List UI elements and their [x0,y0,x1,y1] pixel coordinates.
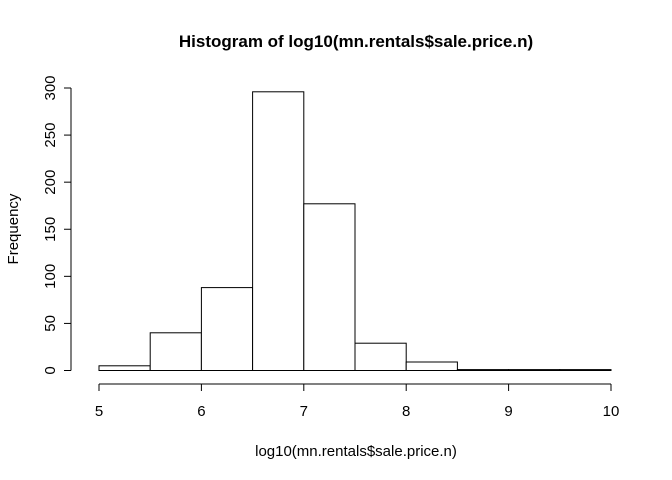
chart-title: Histogram of log10(mn.rentals$sale.price… [179,32,533,51]
y-tick-label: 50 [42,315,59,332]
histogram-bar-2 [149,332,202,371]
x-axis: 5 6 7 8 9 10 [95,383,620,420]
x-tick-label: 10 [603,403,620,420]
histogram-bar-9 [508,369,561,372]
histogram-bar-6 [354,342,407,372]
x-axis-label: log10(mn.rentals$sale.price.n) [255,443,457,460]
x-tick-label: 5 [95,403,103,420]
y-tick-label: 250 [42,123,59,148]
histogram-bar-5 [303,203,356,371]
y-tick-label: 100 [42,264,59,289]
histogram-bar-8 [456,369,510,372]
histogram-bar-7 [405,361,458,371]
histogram-bar-10 [559,369,612,372]
histogram-bar-3 [200,287,254,372]
x-tick-label: 7 [300,403,308,420]
y-tick-label: 300 [42,75,59,100]
y-tick-label: 200 [42,170,59,195]
histogram-bar-4 [252,91,305,372]
x-tick-label: 8 [402,403,410,420]
bars-group [98,91,612,372]
y-axis: 0 50 100 150 200 250 300 [42,75,72,375]
histogram-bar-1 [98,365,151,371]
x-tick-label: 9 [504,403,512,420]
y-axis-label: Frequency [5,193,22,264]
y-tick-label: 150 [42,217,59,242]
x-tick-label: 6 [197,403,205,420]
y-tick-label: 0 [42,366,59,374]
